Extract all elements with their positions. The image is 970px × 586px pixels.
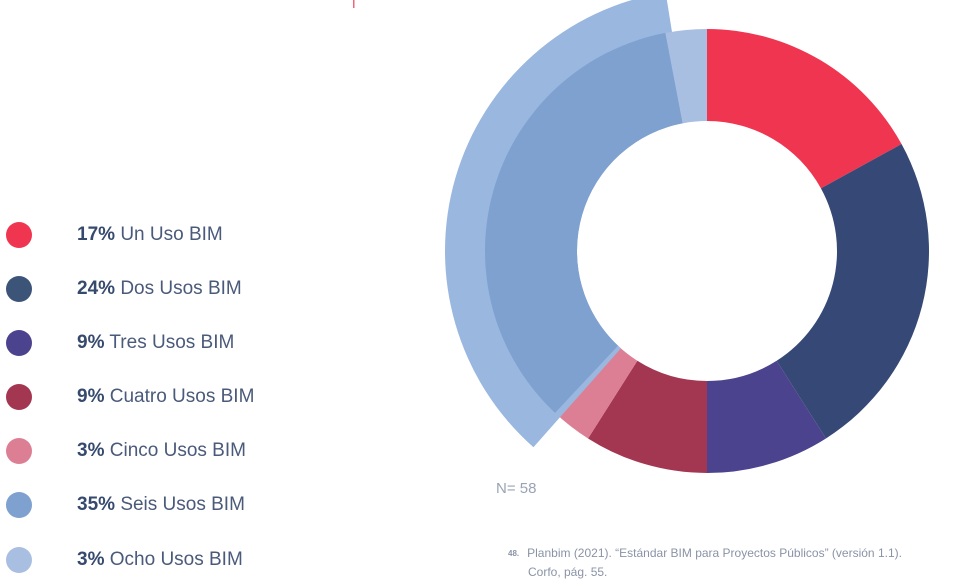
legend-item: 3% Cinco Usos BIM — [6, 436, 246, 466]
legend-item: 24% Dos Usos BIM — [6, 274, 242, 304]
legend-item: 17% Un Uso BIM — [6, 220, 223, 250]
legend-label: Cinco Usos BIM — [109, 440, 246, 461]
donut-slice-6 — [484, 32, 683, 413]
legend-text: 9% Tres Usos BIM — [77, 332, 234, 354]
legend-item: 9% Cuatro Usos BIM — [6, 382, 254, 412]
title-fragment: | — [352, 0, 356, 8]
footnote-line-1: Planbim (2021). “Estándar BIM para Proye… — [527, 546, 902, 560]
legend-text: 24% Dos Usos BIM — [77, 278, 242, 300]
legend-percent: 3% — [77, 440, 105, 461]
legend-swatch — [6, 276, 32, 302]
sample-size-label: N= 58 — [496, 480, 537, 497]
legend-percent: 24% — [77, 278, 116, 299]
donut-slice-3 — [707, 360, 826, 473]
legend-label: Ocho Usos BIM — [109, 549, 243, 570]
legend-item: 3% Ocho Usos BIM — [6, 545, 243, 575]
footnote-line-2: Corfo, pág. 55. — [528, 565, 608, 579]
legend-swatch — [6, 547, 32, 573]
legend-label: Un Uso BIM — [120, 224, 223, 245]
legend-percent: 35% — [77, 494, 116, 515]
legend-swatch — [6, 330, 32, 356]
legend-percent: 3% — [77, 549, 105, 570]
legend-text: 35% Seis Usos BIM — [77, 494, 245, 516]
legend-label: Dos Usos BIM — [120, 278, 242, 299]
legend-item: 35% Seis Usos BIM — [6, 490, 245, 520]
legend-swatch — [6, 492, 32, 518]
legend-text: 3% Cinco Usos BIM — [77, 440, 246, 462]
footnote: 48. Planbim (2021). “Estándar BIM para Pr… — [508, 544, 963, 581]
donut-slice-1 — [707, 29, 902, 189]
legend-text: 9% Cuatro Usos BIM — [77, 386, 254, 408]
legend-swatch — [6, 438, 32, 464]
legend-label: Cuatro Usos BIM — [109, 386, 255, 407]
legend-percent: 9% — [77, 386, 105, 407]
donut-slice-2 — [776, 144, 930, 439]
chart-legend: 17% Un Uso BIM 24% Dos Usos BIM 9% Tres … — [0, 0, 400, 586]
legend-swatch — [6, 384, 32, 410]
footnote-number: 48. — [508, 549, 520, 558]
legend-label: Seis Usos BIM — [120, 494, 245, 515]
legend-item: 9% Tres Usos BIM — [6, 328, 234, 358]
donut-slice-4 — [588, 360, 707, 473]
legend-text: 3% Ocho Usos BIM — [77, 549, 243, 571]
legend-text: 17% Un Uso BIM — [77, 224, 223, 246]
donut-slice-7 — [665, 29, 707, 124]
legend-percent: 9% — [77, 332, 105, 353]
legend-swatch — [6, 222, 32, 248]
legend-label: Tres Usos BIM — [109, 332, 235, 353]
legend-percent: 17% — [77, 224, 116, 245]
donut-slice-5 — [555, 345, 638, 439]
